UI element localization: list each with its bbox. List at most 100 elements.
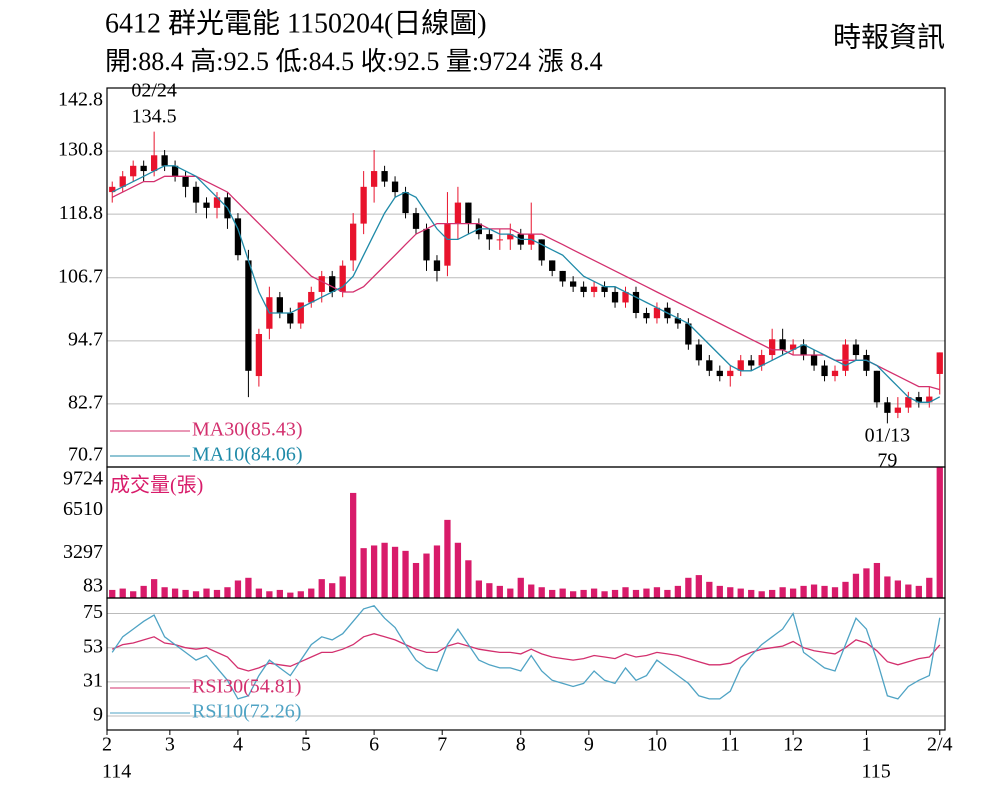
- volume-bar: [538, 587, 545, 598]
- candle-body: [486, 234, 493, 240]
- volume-bar: [748, 589, 755, 598]
- series-line: [111, 165, 941, 403]
- candle-body: [339, 265, 346, 292]
- x-tick-label: 8: [516, 734, 526, 756]
- y-tick-label: 9724: [63, 468, 103, 490]
- candle-body: [192, 186, 200, 203]
- volume-bar: [402, 550, 409, 598]
- candle-body: [454, 202, 462, 224]
- chart-subtitle: 開:88.4 高:92.5 低:84.5 收:92.5 量:9724 漲 8.4: [105, 47, 603, 76]
- volume-bar: [350, 492, 357, 598]
- volume-bar: [109, 589, 116, 598]
- volume-bar: [706, 581, 713, 598]
- volume-bar: [789, 588, 797, 598]
- volume-bar: [423, 553, 430, 598]
- volume-bar: [716, 585, 723, 598]
- candle-body: [852, 344, 860, 356]
- x-tick-label: 5: [301, 734, 311, 756]
- candle-body: [433, 260, 441, 271]
- volume-bar: [213, 589, 221, 598]
- volume-bar: [863, 568, 870, 598]
- candle-body: [538, 239, 545, 261]
- volume-bar: [926, 577, 933, 598]
- candle-body: [758, 355, 765, 366]
- volume-bar: [475, 580, 483, 598]
- candle-body: [926, 396, 933, 403]
- volume-bar: [769, 589, 776, 598]
- candle-body: [590, 286, 598, 292]
- annotation-value: 134.5: [132, 106, 177, 128]
- candle-body: [119, 176, 126, 187]
- candle-body: [255, 334, 263, 377]
- x-tick-label: 6: [369, 734, 379, 756]
- chart-title: 6412 群光電能 1150204(日線圖): [105, 7, 487, 39]
- y-tick-label: 130.8: [58, 139, 103, 161]
- volume-bar: [894, 580, 902, 598]
- candle-body: [203, 202, 210, 208]
- volume-bar: [433, 545, 441, 598]
- volume-bar: [318, 579, 325, 598]
- x-tick-label: 10: [647, 734, 667, 756]
- candle-body: [569, 281, 577, 287]
- x-tick-label: 3: [165, 734, 175, 756]
- candle-body: [287, 312, 294, 324]
- candle-body: [800, 344, 807, 356]
- candle-body: [884, 402, 891, 413]
- volume-bar: [496, 585, 503, 598]
- volume-bar: [182, 589, 189, 598]
- candle-body: [894, 407, 902, 413]
- candle-body: [936, 352, 943, 374]
- volume-bar: [590, 588, 598, 598]
- candle-body: [580, 286, 587, 292]
- candle-body: [821, 365, 828, 377]
- volume-bar: [873, 562, 881, 598]
- candle-body: [297, 302, 304, 324]
- series-line: [111, 605, 941, 700]
- volume-bar: [297, 591, 304, 598]
- candle-body: [674, 318, 682, 324]
- y-tick-label: 75: [83, 601, 103, 623]
- y-tick-label: 3297: [63, 541, 103, 563]
- volume-bar: [234, 580, 242, 598]
- volume-bar: [737, 588, 744, 598]
- y-tick-label: 31: [83, 669, 103, 691]
- volume-bar: [664, 589, 671, 598]
- volume-bar: [287, 592, 294, 598]
- candle-body: [748, 360, 755, 366]
- volume-bar: [831, 587, 839, 598]
- candle-body: [789, 344, 797, 350]
- volume-bar: [444, 519, 451, 598]
- volume-bar: [632, 589, 640, 598]
- candle-body: [308, 291, 315, 303]
- volume-bar: [140, 585, 147, 598]
- candle-body: [391, 181, 399, 193]
- legend-label: MA30(85.43): [192, 419, 303, 441]
- volume-bar: [674, 585, 682, 598]
- volume-bar: [150, 579, 158, 598]
- candle-body: [496, 239, 503, 241]
- candle-body: [507, 234, 514, 240]
- volume-bar: [528, 584, 535, 598]
- volume-bar: [622, 587, 629, 598]
- volume-bar: [465, 560, 472, 598]
- x-tick-label: 4: [233, 734, 243, 756]
- candle-body: [318, 276, 325, 292]
- annotation-date: 02/24: [131, 80, 177, 102]
- candle-body: [632, 291, 640, 313]
- candle-body: [161, 155, 168, 166]
- candle-body: [182, 176, 189, 187]
- annotation-value: 79: [877, 450, 897, 472]
- y-tick-label: 83: [83, 575, 103, 597]
- volume-bar: [360, 548, 367, 598]
- candle-body: [465, 202, 472, 224]
- candle-body: [706, 360, 713, 371]
- volume-bar: [486, 583, 493, 598]
- candle-body: [412, 213, 420, 229]
- volume-bar: [569, 591, 577, 598]
- volume-bar: [559, 588, 566, 598]
- candle-body: [329, 276, 336, 292]
- candle-body: [171, 165, 179, 177]
- volume-bar: [517, 577, 524, 598]
